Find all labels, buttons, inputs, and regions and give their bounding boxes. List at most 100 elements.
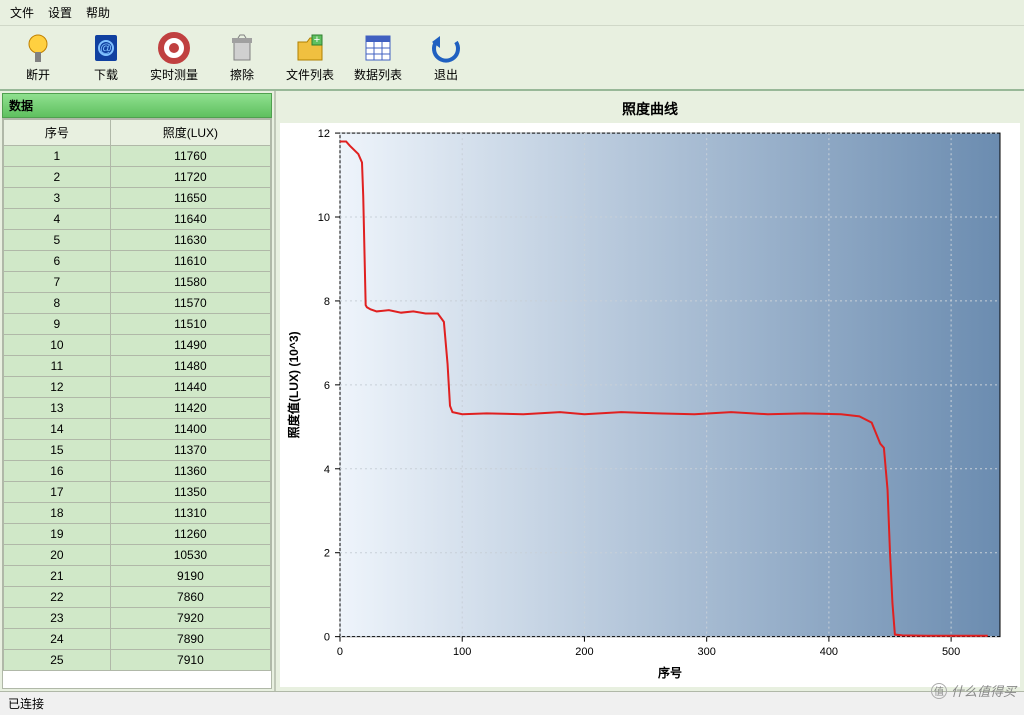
- table-row[interactable]: 1511370: [4, 440, 271, 461]
- cell-lux: 11510: [110, 314, 270, 335]
- cell-lux: 11480: [110, 356, 270, 377]
- col-index[interactable]: 序号: [4, 120, 111, 146]
- realtime-button[interactable]: 实时测量: [146, 30, 202, 85]
- table-row[interactable]: 1211440: [4, 377, 271, 398]
- svg-text:@: @: [100, 41, 112, 55]
- table-row[interactable]: 411640: [4, 209, 271, 230]
- cell-index: 19: [4, 524, 111, 545]
- disconnect-button[interactable]: 断开: [10, 30, 66, 85]
- menu-file[interactable]: 文件: [10, 4, 34, 21]
- toolbar-label: 数据列表: [354, 66, 402, 83]
- table-row[interactable]: 711580: [4, 272, 271, 293]
- table-row[interactable]: 227860: [4, 587, 271, 608]
- exit-button[interactable]: 退出: [418, 30, 474, 85]
- svg-text:0: 0: [324, 632, 330, 644]
- toolbar-label: 下载: [94, 66, 118, 83]
- table-row[interactable]: 1711350: [4, 482, 271, 503]
- cell-lux: 11490: [110, 335, 270, 356]
- svg-text:100: 100: [453, 646, 471, 658]
- table-row[interactable]: 1111480: [4, 356, 271, 377]
- cell-lux: 7860: [110, 587, 270, 608]
- table-row[interactable]: 1411400: [4, 419, 271, 440]
- cell-lux: 7890: [110, 629, 270, 650]
- cell-lux: 10530: [110, 545, 270, 566]
- chart-title: 照度曲线: [280, 95, 1020, 123]
- table-row[interactable]: 237920: [4, 608, 271, 629]
- cell-index: 3: [4, 188, 111, 209]
- erase-button[interactable]: 擦除: [214, 30, 270, 85]
- cell-lux: 11650: [110, 188, 270, 209]
- cell-index: 25: [4, 650, 111, 671]
- svg-text:400: 400: [820, 646, 838, 658]
- cell-lux: 7920: [110, 608, 270, 629]
- table-row[interactable]: 1911260: [4, 524, 271, 545]
- cell-index: 20: [4, 545, 111, 566]
- table-row[interactable]: 1611360: [4, 461, 271, 482]
- cell-index: 6: [4, 251, 111, 272]
- svg-text:照度值(LUX) (10^3): 照度值(LUX) (10^3): [286, 331, 301, 438]
- cell-lux: 11310: [110, 503, 270, 524]
- cell-lux: 11370: [110, 440, 270, 461]
- toolbar-label: 擦除: [230, 66, 254, 83]
- table-row[interactable]: 111760: [4, 146, 271, 167]
- svg-text:8: 8: [324, 296, 330, 308]
- table-row[interactable]: 511630: [4, 230, 271, 251]
- table-row[interactable]: 911510: [4, 314, 271, 335]
- cell-index: 9: [4, 314, 111, 335]
- main-area: 数据 序号 照度(LUX) 11176021172031165041164051…: [0, 91, 1024, 691]
- table-row[interactable]: 2010530: [4, 545, 271, 566]
- cell-lux: 11440: [110, 377, 270, 398]
- disconnect-icon: [22, 32, 54, 64]
- cell-lux: 11360: [110, 461, 270, 482]
- cell-lux: 11580: [110, 272, 270, 293]
- svg-text:12: 12: [318, 128, 330, 140]
- table-row[interactable]: 211720: [4, 167, 271, 188]
- svg-text:6: 6: [324, 380, 330, 392]
- cell-index: 18: [4, 503, 111, 524]
- svg-text:序号: 序号: [658, 665, 682, 680]
- cell-lux: 11610: [110, 251, 270, 272]
- menu-help[interactable]: 帮助: [86, 4, 110, 21]
- table-row[interactable]: 247890: [4, 629, 271, 650]
- cell-index: 7: [4, 272, 111, 293]
- datalist-button[interactable]: 数据列表: [350, 30, 406, 85]
- status-bar: 已连接: [0, 691, 1024, 715]
- datalist-icon: [362, 32, 394, 64]
- table-row[interactable]: 219190: [4, 566, 271, 587]
- data-table-scroll[interactable]: 序号 照度(LUX) 11176021172031165041164051163…: [2, 118, 272, 689]
- realtime-icon: [158, 32, 190, 64]
- table-row[interactable]: 1011490: [4, 335, 271, 356]
- table-row[interactable]: 811570: [4, 293, 271, 314]
- data-table: 序号 照度(LUX) 11176021172031165041164051163…: [3, 119, 271, 671]
- toolbar: 断开 @ 下载 实时测量擦除 +文件列表数据列表退出: [0, 26, 1024, 91]
- table-row[interactable]: 1811310: [4, 503, 271, 524]
- erase-icon: [226, 32, 258, 64]
- cell-lux: 11350: [110, 482, 270, 503]
- table-row[interactable]: 611610: [4, 251, 271, 272]
- svg-text:+: +: [314, 34, 320, 46]
- filelist-button[interactable]: +文件列表: [282, 30, 338, 85]
- filelist-icon: +: [294, 32, 326, 64]
- table-row[interactable]: 257910: [4, 650, 271, 671]
- status-text: 已连接: [8, 697, 44, 711]
- svg-text:500: 500: [942, 646, 960, 658]
- table-row[interactable]: 311650: [4, 188, 271, 209]
- watermark-icon: 值: [931, 683, 947, 699]
- table-row[interactable]: 1311420: [4, 398, 271, 419]
- cell-lux: 11570: [110, 293, 270, 314]
- cell-index: 8: [4, 293, 111, 314]
- lux-chart: 0100200300400500024681012序号照度值(LUX) (10^…: [280, 123, 1020, 687]
- col-lux[interactable]: 照度(LUX): [110, 120, 270, 146]
- cell-index: 14: [4, 419, 111, 440]
- menu-settings[interactable]: 设置: [48, 4, 72, 21]
- svg-text:4: 4: [324, 464, 330, 476]
- watermark-text: 什么值得买: [951, 681, 1016, 700]
- cell-index: 1: [4, 146, 111, 167]
- chart-area: 0100200300400500024681012序号照度值(LUX) (10^…: [280, 123, 1020, 687]
- cell-lux: 11420: [110, 398, 270, 419]
- cell-index: 16: [4, 461, 111, 482]
- data-panel-title: 数据: [2, 93, 272, 118]
- cell-index: 4: [4, 209, 111, 230]
- download-button[interactable]: @ 下载: [78, 30, 134, 85]
- cell-index: 23: [4, 608, 111, 629]
